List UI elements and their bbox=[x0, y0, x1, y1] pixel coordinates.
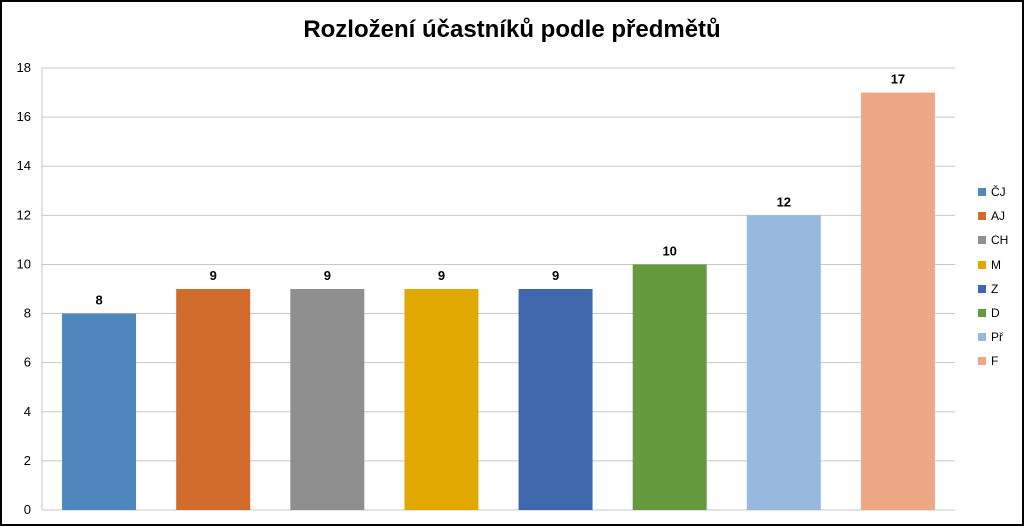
data-label: 9 bbox=[438, 268, 445, 283]
legend-item: D bbox=[978, 301, 1008, 325]
bar-D bbox=[632, 264, 707, 510]
data-label: 12 bbox=[777, 194, 791, 209]
chart-title: Rozložení účastníků podle předmětů bbox=[303, 16, 721, 43]
legend-item: M bbox=[978, 253, 1008, 277]
y-tick-label: 14 bbox=[17, 158, 31, 173]
bar-Př bbox=[746, 215, 821, 511]
y-tick-label: 10 bbox=[17, 256, 31, 271]
legend-swatch bbox=[978, 236, 986, 245]
legend-swatch bbox=[978, 284, 986, 293]
chart-legend: ČJ AJ CH M Z D Př F bbox=[978, 180, 1008, 374]
legend-label: ČJ bbox=[991, 185, 1006, 200]
bar-F bbox=[860, 92, 935, 511]
data-label: 17 bbox=[891, 72, 905, 87]
data-label: 9 bbox=[552, 268, 559, 283]
bar-Z bbox=[518, 289, 593, 510]
legend-item: CH bbox=[978, 228, 1008, 252]
legend-item: F bbox=[978, 349, 1008, 373]
legend-swatch bbox=[978, 309, 986, 318]
legend-swatch bbox=[978, 188, 986, 197]
y-tick-label: 16 bbox=[17, 109, 31, 124]
legend-item: AJ bbox=[978, 204, 1008, 228]
legend-swatch bbox=[978, 333, 986, 342]
legend-label: D bbox=[991, 306, 1000, 321]
data-label: 9 bbox=[324, 268, 331, 283]
bar-ČJ bbox=[62, 313, 137, 510]
data-label: 8 bbox=[95, 293, 102, 308]
legend-label: AJ bbox=[991, 209, 1006, 224]
legend-label: F bbox=[991, 354, 999, 369]
y-tick-label: 12 bbox=[17, 207, 31, 222]
legend-label: Z bbox=[991, 281, 999, 296]
y-tick-label: 8 bbox=[24, 306, 31, 321]
legend-label: Př bbox=[991, 330, 1003, 345]
legend-swatch bbox=[978, 212, 986, 221]
legend-item: Př bbox=[978, 325, 1008, 349]
y-tick-label: 18 bbox=[17, 60, 31, 75]
legend-label: M bbox=[991, 257, 1001, 272]
bar-CH bbox=[290, 289, 365, 510]
legend-item: Z bbox=[978, 277, 1008, 301]
legend-label: CH bbox=[991, 233, 1009, 248]
y-tick-label: 0 bbox=[24, 502, 31, 517]
legend-swatch bbox=[978, 357, 986, 366]
bar-AJ bbox=[176, 289, 251, 510]
y-tick-label: 2 bbox=[24, 453, 31, 468]
y-tick-label: 6 bbox=[24, 355, 31, 370]
data-label: 10 bbox=[662, 243, 676, 258]
y-tick-label: 4 bbox=[24, 404, 31, 419]
legend-item: ČJ bbox=[978, 180, 1008, 204]
bar-M bbox=[404, 289, 479, 510]
data-label: 9 bbox=[210, 268, 217, 283]
legend-swatch bbox=[978, 260, 986, 269]
